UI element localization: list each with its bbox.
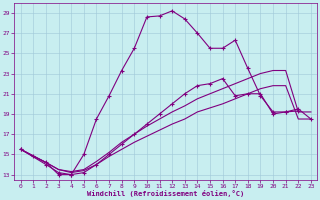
X-axis label: Windchill (Refroidissement éolien,°C): Windchill (Refroidissement éolien,°C) <box>87 190 244 197</box>
